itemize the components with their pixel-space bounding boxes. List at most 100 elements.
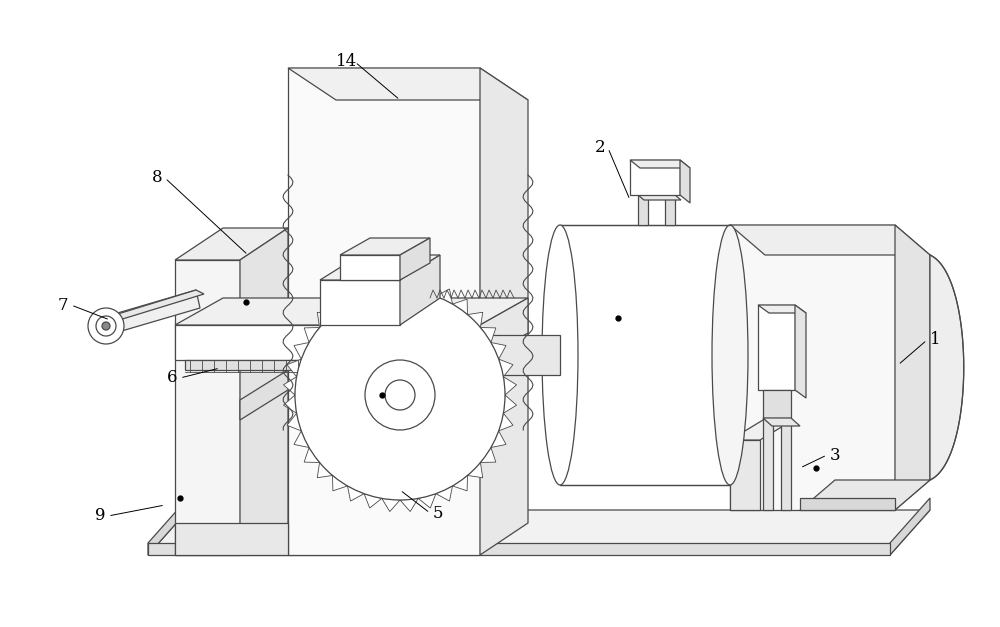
- Polygon shape: [288, 68, 528, 100]
- Polygon shape: [317, 312, 333, 327]
- Polygon shape: [400, 498, 418, 512]
- Polygon shape: [560, 225, 730, 485]
- Polygon shape: [175, 260, 240, 555]
- Polygon shape: [480, 298, 528, 360]
- Text: 7: 7: [58, 297, 68, 314]
- Polygon shape: [781, 418, 791, 510]
- Polygon shape: [895, 225, 930, 510]
- Text: 9: 9: [95, 507, 105, 525]
- Text: 8: 8: [152, 169, 162, 186]
- Polygon shape: [480, 327, 496, 342]
- Polygon shape: [418, 493, 436, 508]
- Polygon shape: [400, 238, 430, 280]
- Ellipse shape: [365, 360, 435, 430]
- Polygon shape: [503, 377, 517, 395]
- Polygon shape: [340, 255, 400, 280]
- Polygon shape: [730, 440, 760, 510]
- Polygon shape: [175, 298, 528, 325]
- Polygon shape: [680, 160, 690, 203]
- Polygon shape: [175, 523, 288, 555]
- Polygon shape: [445, 335, 560, 375]
- Polygon shape: [452, 299, 467, 315]
- Polygon shape: [287, 359, 301, 377]
- Text: 3: 3: [830, 446, 840, 463]
- Polygon shape: [763, 418, 773, 510]
- Polygon shape: [503, 395, 517, 413]
- Polygon shape: [320, 280, 400, 325]
- Text: 5: 5: [433, 505, 443, 522]
- Text: 6: 6: [167, 369, 177, 386]
- Polygon shape: [480, 68, 528, 555]
- Polygon shape: [382, 498, 400, 512]
- Ellipse shape: [385, 380, 415, 410]
- Ellipse shape: [102, 322, 110, 330]
- Polygon shape: [665, 195, 675, 225]
- Polygon shape: [400, 255, 440, 325]
- Polygon shape: [758, 305, 806, 313]
- Polygon shape: [287, 413, 301, 431]
- Polygon shape: [400, 278, 418, 292]
- Polygon shape: [304, 327, 320, 342]
- Polygon shape: [320, 255, 440, 280]
- Text: 1: 1: [930, 332, 940, 349]
- Polygon shape: [294, 431, 309, 448]
- Text: 2: 2: [595, 139, 605, 157]
- Polygon shape: [730, 225, 930, 255]
- Polygon shape: [800, 498, 895, 510]
- Polygon shape: [175, 523, 288, 555]
- Polygon shape: [283, 377, 297, 395]
- Polygon shape: [763, 390, 791, 418]
- Polygon shape: [763, 418, 800, 426]
- Ellipse shape: [712, 225, 748, 485]
- Polygon shape: [364, 282, 382, 297]
- Ellipse shape: [96, 316, 116, 336]
- Polygon shape: [630, 160, 680, 195]
- Polygon shape: [730, 225, 895, 510]
- Polygon shape: [730, 420, 793, 440]
- Polygon shape: [333, 299, 348, 315]
- Polygon shape: [382, 278, 400, 292]
- Polygon shape: [452, 475, 467, 491]
- Polygon shape: [364, 493, 382, 508]
- Polygon shape: [436, 289, 452, 304]
- Polygon shape: [340, 238, 430, 255]
- Polygon shape: [436, 486, 452, 501]
- Polygon shape: [491, 342, 506, 359]
- Text: 14: 14: [336, 53, 358, 70]
- Polygon shape: [467, 312, 483, 327]
- Polygon shape: [317, 463, 333, 478]
- Polygon shape: [240, 228, 288, 555]
- Polygon shape: [304, 448, 320, 463]
- Polygon shape: [175, 325, 480, 360]
- Polygon shape: [288, 68, 480, 555]
- Ellipse shape: [88, 308, 124, 344]
- Polygon shape: [630, 160, 690, 168]
- Polygon shape: [758, 305, 795, 390]
- Ellipse shape: [542, 225, 578, 485]
- Polygon shape: [175, 228, 288, 260]
- Polygon shape: [240, 370, 288, 420]
- Polygon shape: [185, 360, 470, 370]
- Polygon shape: [108, 290, 204, 321]
- Polygon shape: [800, 480, 930, 510]
- Polygon shape: [480, 448, 496, 463]
- Polygon shape: [890, 498, 930, 555]
- Polygon shape: [333, 475, 348, 491]
- Polygon shape: [148, 543, 890, 555]
- Polygon shape: [930, 255, 964, 480]
- Polygon shape: [499, 413, 513, 431]
- Polygon shape: [283, 395, 297, 413]
- Ellipse shape: [295, 290, 505, 500]
- Polygon shape: [795, 305, 806, 398]
- Polygon shape: [638, 195, 681, 200]
- Polygon shape: [499, 359, 513, 377]
- Polygon shape: [104, 290, 200, 335]
- Polygon shape: [491, 431, 506, 448]
- Polygon shape: [638, 195, 648, 225]
- Polygon shape: [348, 486, 364, 501]
- Polygon shape: [148, 510, 930, 555]
- Polygon shape: [348, 289, 364, 304]
- Polygon shape: [418, 282, 436, 297]
- Polygon shape: [467, 463, 483, 478]
- Polygon shape: [294, 342, 309, 359]
